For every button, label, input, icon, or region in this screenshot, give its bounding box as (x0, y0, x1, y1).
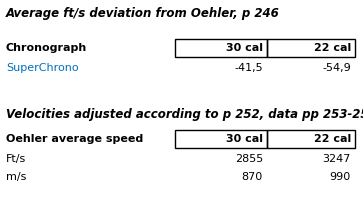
Text: 22 cal: 22 cal (314, 134, 351, 144)
Text: m/s: m/s (6, 172, 26, 182)
Text: 30 cal: 30 cal (226, 43, 263, 53)
Text: Average ft/s deviation from Oehler, p 246: Average ft/s deviation from Oehler, p 24… (6, 7, 280, 20)
Text: Ft/s: Ft/s (6, 154, 26, 164)
Text: Oehler average speed: Oehler average speed (6, 134, 143, 144)
Text: 30 cal: 30 cal (226, 134, 263, 144)
Bar (267, 39, 355, 57)
Bar (267, 130, 355, 148)
Text: -54,9: -54,9 (322, 63, 351, 73)
Text: 22 cal: 22 cal (314, 43, 351, 53)
Bar (175, 130, 267, 148)
Text: 870: 870 (242, 172, 263, 182)
Text: SuperChrono: SuperChrono (6, 63, 79, 73)
Text: Velocities adjusted according to p 252, data pp 253-254: Velocities adjusted according to p 252, … (6, 108, 363, 121)
Text: Chronograph: Chronograph (6, 43, 87, 53)
Text: 990: 990 (330, 172, 351, 182)
Text: -41,5: -41,5 (234, 63, 263, 73)
Text: 2855: 2855 (235, 154, 263, 164)
Text: 3247: 3247 (323, 154, 351, 164)
Bar (175, 39, 267, 57)
